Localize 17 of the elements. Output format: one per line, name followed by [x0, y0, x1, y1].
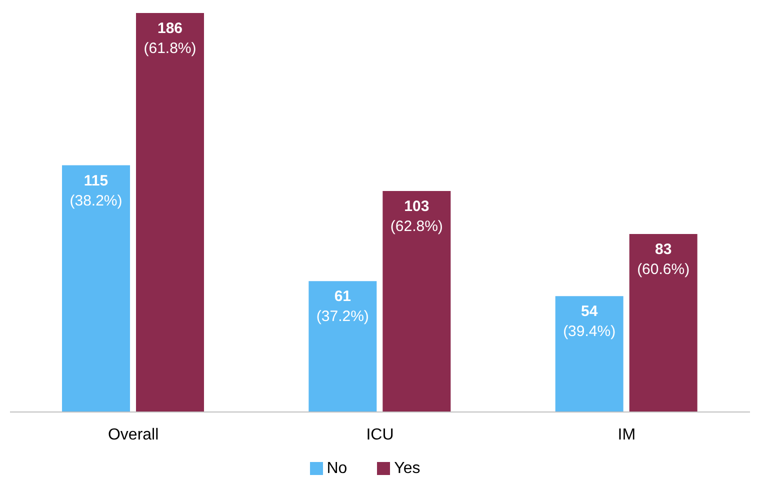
- x-tick-label: Overall: [108, 426, 159, 444]
- data-label: 54 (39.4%): [563, 303, 616, 340]
- legend-label: No: [326, 460, 348, 477]
- data-label: 115 (38.2%): [70, 172, 122, 210]
- bar: [629, 234, 698, 412]
- x-tick-label: IM: [618, 426, 636, 444]
- legend-label: Yes: [394, 460, 420, 477]
- data-label: 103 (62.8%): [390, 198, 443, 236]
- bar: [555, 296, 624, 412]
- data-label: 61 (37.2%): [316, 288, 369, 326]
- data-label: 186 (61.8%): [144, 20, 196, 57]
- data-label: 83 (60.6%): [637, 240, 690, 278]
- bar: [62, 165, 130, 412]
- x-tick-label: ICU: [366, 426, 394, 444]
- bar: [136, 13, 204, 412]
- bar: [382, 191, 451, 412]
- bar: [308, 281, 377, 412]
